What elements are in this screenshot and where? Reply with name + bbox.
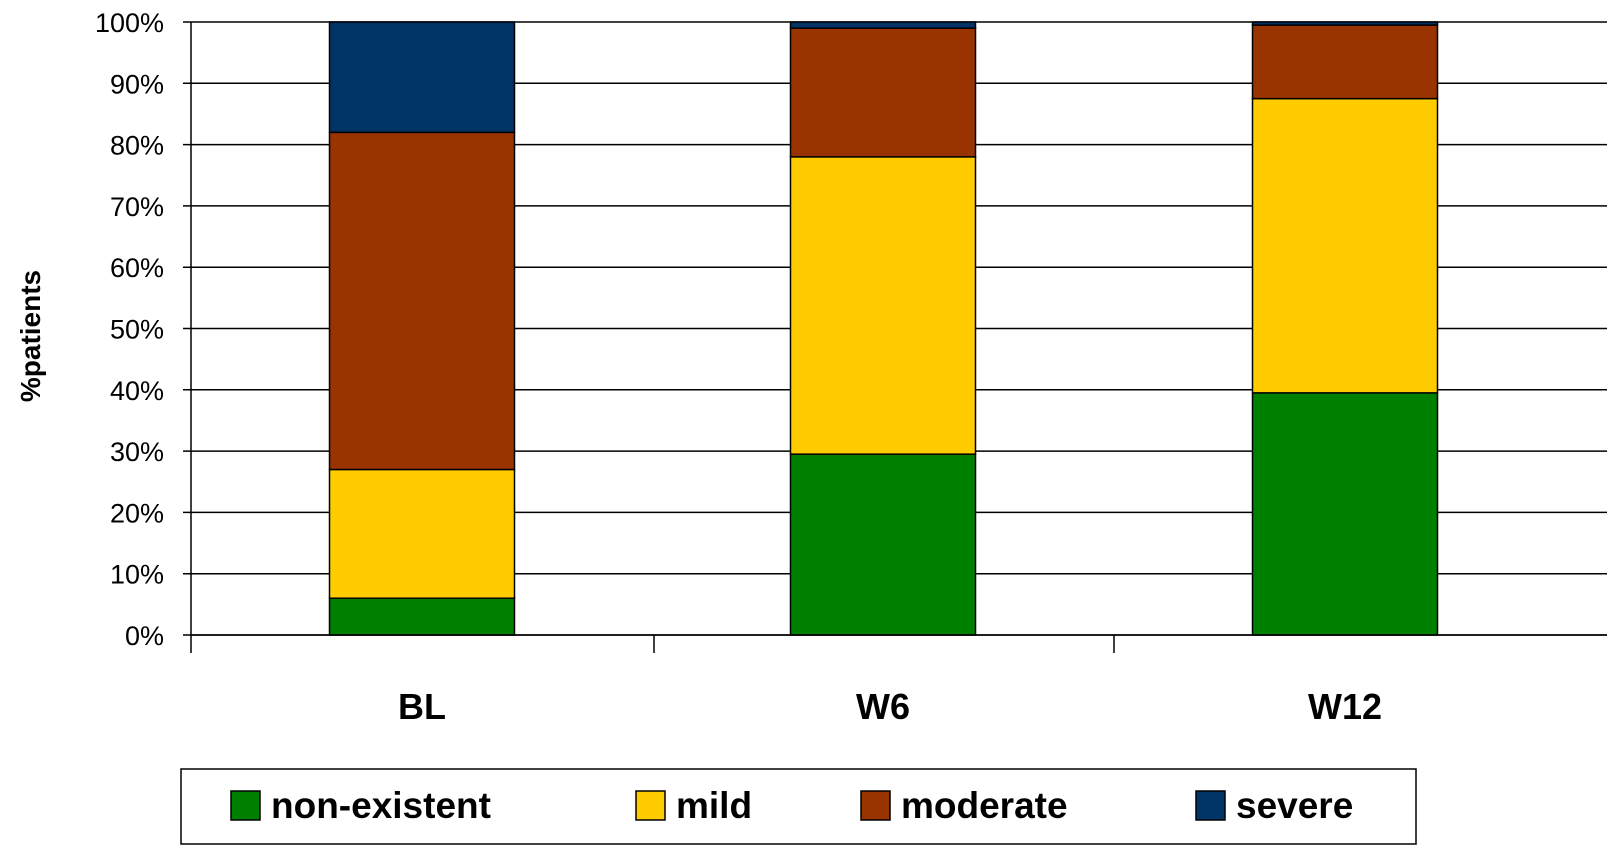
legend-swatch-severe	[1195, 790, 1226, 821]
y-tick-label: 50%	[110, 315, 164, 345]
bar-segment-moderate-BL	[328, 131, 516, 471]
legend-swatch-non-existent	[230, 790, 261, 821]
bar-segment-mild-W6	[789, 156, 977, 455]
legend-label: non-existent	[271, 785, 491, 826]
bar-segment-severe-W12	[1251, 21, 1439, 26]
x-category-label: W12	[1308, 686, 1382, 727]
axes	[190, 22, 1607, 653]
legend-label: severe	[1236, 785, 1353, 826]
legend-swatch-moderate	[860, 790, 891, 821]
bar-segment-non-existent-BL	[328, 597, 516, 636]
y-tick-label: 0%	[125, 621, 164, 651]
bar-segment-non-existent-W6	[789, 453, 977, 636]
y-tick-label: 30%	[110, 437, 164, 467]
legend-swatch-mild	[635, 790, 666, 821]
y-tick-label: 80%	[110, 131, 164, 161]
y-tick-label: 60%	[110, 253, 164, 283]
y-tick-label: 100%	[95, 8, 164, 38]
x-axis-categories: BL W6 W12	[398, 686, 1382, 727]
y-tick-label: 20%	[110, 498, 164, 528]
legend-label: moderate	[901, 785, 1068, 826]
bar-segment-non-existent-W12	[1251, 392, 1439, 636]
y-tick-label: 90%	[110, 69, 164, 99]
bars	[328, 21, 1439, 636]
legend: non-existent mild moderate severe	[180, 768, 1417, 845]
bar-segment-mild-BL	[328, 468, 516, 599]
y-axis-ticks: 0% 10% 20% 30% 40% 50% 60% 70% 80% 90% 100%	[95, 8, 164, 651]
x-category-label: BL	[398, 686, 446, 727]
y-tick-label: 10%	[110, 560, 164, 590]
y-tick-label: 40%	[110, 376, 164, 406]
bar-segment-severe-BL	[328, 21, 516, 134]
y-tick-label: 70%	[110, 192, 164, 222]
bar-segment-severe-W6	[789, 21, 977, 29]
y-axis-label: %patients	[15, 270, 46, 402]
legend-label: mild	[676, 785, 752, 826]
bar-segment-mild-W12	[1251, 97, 1439, 394]
bar-segment-moderate-W6	[789, 27, 977, 158]
x-category-label: W6	[856, 686, 910, 727]
bar-segment-moderate-W12	[1251, 24, 1439, 100]
